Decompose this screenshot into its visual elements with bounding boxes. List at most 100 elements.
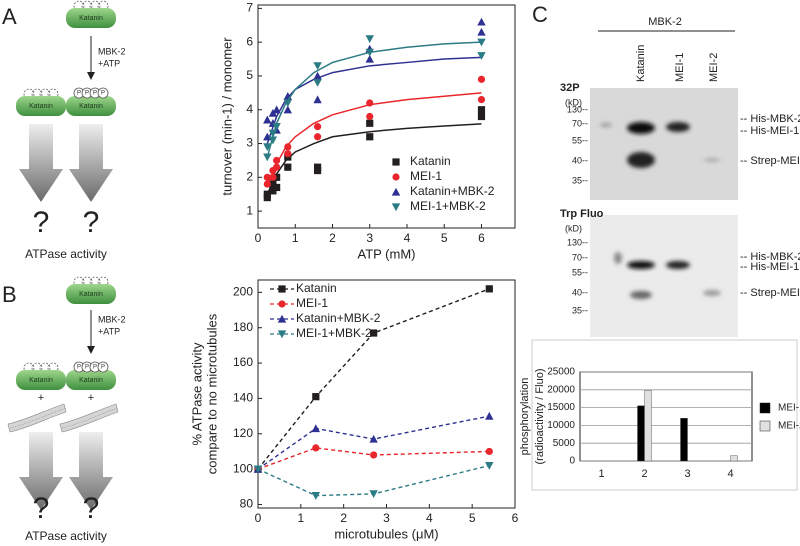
legend-marker [277,330,287,339]
y-tick-label: 2 [246,169,253,183]
data-point [269,173,277,181]
band-label: -- His-MBK-2 [740,113,800,125]
band-label: -- His-MEI-1 [740,261,799,273]
x-axis-label: ATP (mM) [357,246,415,261]
data-point [366,112,374,121]
y-tick-label: 80 [240,497,254,511]
x-tick-label: 0 [255,231,262,245]
data-point [313,166,322,175]
unit: (kD) [565,223,582,233]
protein-label: Katanin [79,377,103,384]
y-tick-label: 5000 [553,438,576,449]
y-tick-label: 200 [233,285,253,299]
data-point [313,79,322,87]
y-tick-label: 100 [233,461,253,475]
x-tick-label: 4 [404,231,411,245]
data-point [273,183,281,192]
data-point [263,115,272,124]
legend-label: MEI-1 [410,169,442,183]
x-tick-label: 1 [297,511,304,525]
phospho: P [77,365,81,371]
data-point [366,99,374,107]
data-point [477,96,486,104]
lane-label: MEI-2 [708,53,720,82]
lane-label: MEI-1 [674,53,686,82]
series-line [257,415,490,470]
treatment: +ATP [98,326,120,336]
y-axis-label: % ATPase activity [189,342,204,446]
x-axis-label: microtubules (μM) [334,526,438,541]
data-point [283,105,292,114]
bar [730,455,738,462]
y-tick-label: 6 [246,34,253,48]
x-tick-label: 2 [641,468,647,480]
band-label: -- His-MBK-2 [740,251,800,263]
legend-label: Katanin [296,281,337,295]
unit: (kD) [565,97,582,107]
protein-label: Katanin [29,103,53,110]
readout: ATPase activity [25,247,107,261]
legend-marker [391,203,401,212]
question: ? [83,206,100,239]
x-tick-label: 5 [441,231,448,245]
phospho: P [101,365,105,371]
x-tick-label: 3 [366,231,373,245]
question: ? [33,492,50,525]
y-tick-label: 0 [569,456,575,467]
x-tick-label: 4 [727,468,733,480]
phospho: P [85,91,89,97]
y-tick-label: 10000 [547,420,575,431]
data-point [365,48,374,57]
data-point [370,329,378,337]
data-point [284,143,292,151]
data-point [313,95,322,104]
readout: ATPase activity [25,529,107,543]
y-tick-label: 25000 [547,367,575,378]
data-point [365,35,374,43]
panel-label: C [532,2,548,27]
x-tick-label: 2 [329,231,336,245]
x-tick-label: 6 [512,511,519,525]
mw-marker: 35-- [572,305,588,315]
data-point [284,163,292,171]
legend-swatch [759,402,771,414]
data-point [477,75,486,83]
data-point [272,123,281,131]
data-point [477,112,486,121]
fit-curve [266,56,482,144]
gel-label: Trp Fluo [560,208,604,220]
legend-marker [391,187,401,196]
data-point [263,190,271,198]
data-point [485,285,493,293]
phospho: P [77,91,81,97]
data-point [273,163,281,171]
gel-title: MBK-2 [648,16,682,28]
treatment: MBK-2 [98,46,126,56]
legend-marker [278,285,286,293]
treatment: +ATP [98,58,120,68]
bar [637,405,645,462]
legend-label: MEI-1+MBK-2 [410,199,486,213]
question: ? [83,492,100,525]
data-point [263,132,272,141]
protein-label: Katanin [79,291,103,298]
data-point [311,424,321,433]
legend-label: MEI-1+MBK-2 [296,326,372,340]
phospho: P [93,365,97,371]
plot-frame [579,371,753,462]
lane-label: Katanin [635,45,647,82]
legend-label: MEI-1 [778,403,800,414]
data-point [283,99,292,108]
x-tick-label: 6 [478,231,485,245]
y-axis-label: turnover (min-1) / monomer [219,37,234,196]
data-point [284,150,292,158]
data-point [365,54,374,63]
bar [644,390,652,462]
data-point [477,38,486,47]
panel-label: B [2,282,17,307]
x-tick-label: 1 [292,231,299,245]
mw-marker: 40-- [572,287,588,297]
data-point [273,156,281,165]
data-point [272,105,281,114]
